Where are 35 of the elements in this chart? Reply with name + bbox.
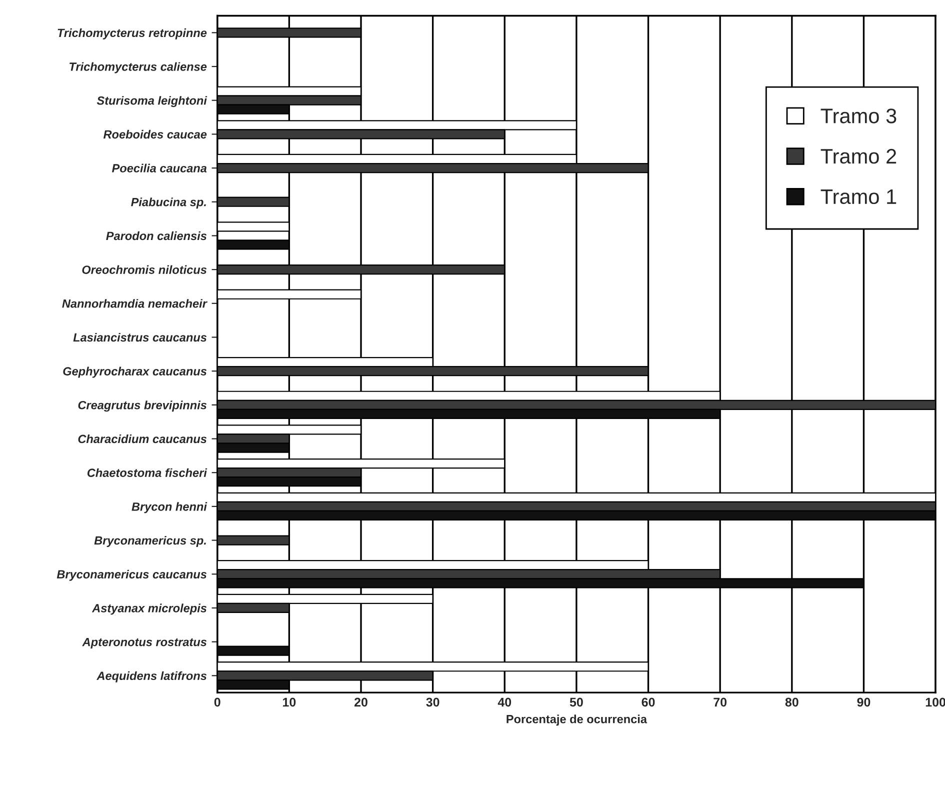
y-tick-label: Trichomycterus retropinne [58, 28, 207, 40]
y-tick-label: Brycon henni [132, 502, 208, 514]
y-tick-label: Creagrutus brevipinnis [78, 400, 207, 412]
y-tick-label: Nannorhamdia nemacheir [62, 299, 208, 308]
x-tick-label: 40 [498, 698, 512, 707]
x-axis-title: Porcentaje de ocurrencia [506, 714, 648, 726]
legend-label: Tramo 3 [820, 108, 896, 124]
y-tick-label: Astyanax microlepis [92, 604, 207, 615]
legend-label: Tramo 1 [820, 190, 896, 204]
y-tick-label: Apteronotus rostratus [82, 638, 207, 649]
legend-label: Tramo 2 [820, 148, 896, 164]
x-tick-label: 10 [283, 698, 296, 707]
y-tick-label: Chaetostoma fischeri [87, 468, 208, 477]
x-tick-label: 30 [426, 698, 440, 707]
x-tick-label: 90 [857, 698, 870, 707]
y-tick-label: Lasiancistrus caucanus [73, 332, 207, 342]
y-tick-label: Piabucina sp. [131, 198, 206, 209]
y-tick-label: Bryconamericus caucanus [56, 570, 207, 581]
x-tick-label: 0 [214, 698, 220, 707]
x-tick-label: 50 [570, 698, 583, 707]
x-tick-label: 80 [785, 698, 798, 707]
y-tick-label: Characidium caucanus [78, 434, 207, 444]
x-tick-label: 60 [642, 698, 655, 707]
y-tick-label: Parodon caliensis [106, 231, 207, 240]
y-tick-label: Aequidens latifrons [96, 671, 207, 682]
y-tick-label: Sturisoma leightoni [96, 96, 208, 108]
y-tick-label: Roeboides caucae [103, 130, 207, 139]
x-tick-label: 20 [354, 698, 368, 707]
y-tick-label: Gephyrocharax caucanus [63, 366, 207, 378]
y-tick-label: Trichomycterus caliense [70, 62, 207, 74]
y-tick-label: Poecilia caucana [112, 164, 207, 172]
x-tick-label: 70 [714, 698, 727, 707]
x-tick-label: 100 [926, 698, 945, 707]
y-tick-label: Bryconamericus sp. [94, 536, 206, 548]
y-tick-label: Oreochromis niloticus [82, 265, 207, 274]
